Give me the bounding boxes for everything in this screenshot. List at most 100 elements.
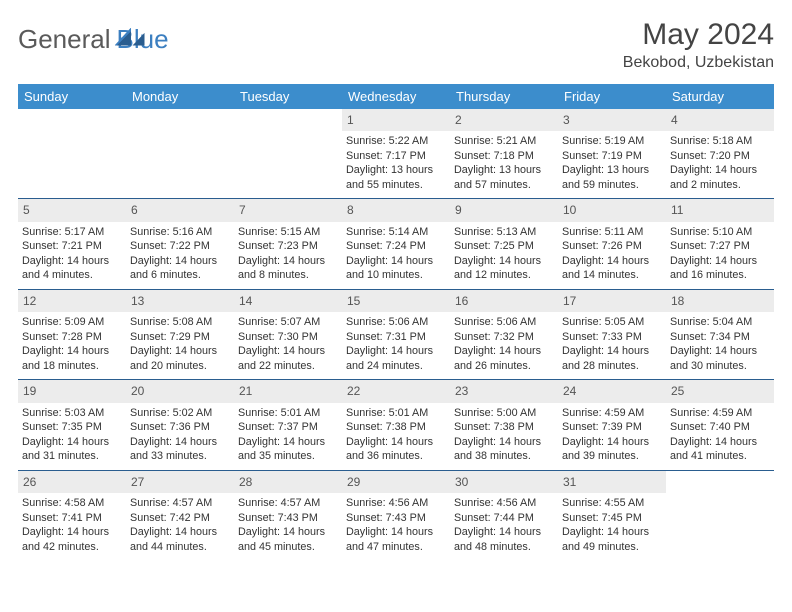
day-info: Sunrise: 4:59 AMSunset: 7:39 PMDaylight:… — [562, 406, 662, 464]
weekday-header: Friday — [558, 84, 666, 109]
day-info: Sunrise: 5:01 AMSunset: 7:38 PMDaylight:… — [346, 406, 446, 464]
weekday-header: Monday — [126, 84, 234, 109]
calendar-day-cell: 18 Sunrise: 5:04 AMSunset: 7:34 PMDayligh… — [666, 289, 774, 379]
calendar-empty-cell — [126, 109, 234, 199]
calendar-day-cell: 29 Sunrise: 4:56 AMSunset: 7:43 PMDayligh… — [342, 470, 450, 560]
day-info: Sunrise: 5:00 AMSunset: 7:38 PMDaylight:… — [454, 406, 554, 464]
day-info: Sunrise: 5:07 AMSunset: 7:30 PMDaylight:… — [238, 315, 338, 373]
day-info: Sunrise: 5:02 AMSunset: 7:36 PMDaylight:… — [130, 406, 230, 464]
calendar-week-row: 19 Sunrise: 5:03 AMSunset: 7:35 PMDayligh… — [18, 380, 774, 470]
day-number: 9 — [450, 199, 558, 221]
calendar-day-cell: 4 Sunrise: 5:18 AMSunset: 7:20 PMDaylight… — [666, 109, 774, 199]
calendar-empty-cell — [18, 109, 126, 199]
calendar-week-row: 5 Sunrise: 5:17 AMSunset: 7:21 PMDaylight… — [18, 199, 774, 289]
day-info: Sunrise: 5:08 AMSunset: 7:29 PMDaylight:… — [130, 315, 230, 373]
day-number: 1 — [342, 109, 450, 131]
day-number: 27 — [126, 471, 234, 493]
brand-logo: General Blue — [18, 24, 169, 55]
day-info: Sunrise: 5:10 AMSunset: 7:27 PMDaylight:… — [670, 225, 770, 283]
calendar-day-cell: 5 Sunrise: 5:17 AMSunset: 7:21 PMDaylight… — [18, 199, 126, 289]
calendar-week-row: 12 Sunrise: 5:09 AMSunset: 7:28 PMDayligh… — [18, 289, 774, 379]
day-info: Sunrise: 5:04 AMSunset: 7:34 PMDaylight:… — [670, 315, 770, 373]
day-info: Sunrise: 5:14 AMSunset: 7:24 PMDaylight:… — [346, 225, 446, 283]
day-number: 13 — [126, 290, 234, 312]
day-info: Sunrise: 5:06 AMSunset: 7:31 PMDaylight:… — [346, 315, 446, 373]
day-info: Sunrise: 5:09 AMSunset: 7:28 PMDaylight:… — [22, 315, 122, 373]
day-info: Sunrise: 5:18 AMSunset: 7:20 PMDaylight:… — [670, 134, 770, 192]
weekday-header: Thursday — [450, 84, 558, 109]
day-number: 24 — [558, 380, 666, 402]
day-info: Sunrise: 5:17 AMSunset: 7:21 PMDaylight:… — [22, 225, 122, 283]
calendar-day-cell: 3 Sunrise: 5:19 AMSunset: 7:19 PMDaylight… — [558, 109, 666, 199]
day-info: Sunrise: 5:13 AMSunset: 7:25 PMDaylight:… — [454, 225, 554, 283]
calendar-day-cell: 25Sunrise: 4:59 AMSunset: 7:40 PMDayligh… — [666, 380, 774, 470]
calendar-day-cell: 7Sunrise: 5:15 AMSunset: 7:23 PMDaylight… — [234, 199, 342, 289]
day-info: Sunrise: 4:56 AMSunset: 7:44 PMDaylight:… — [454, 496, 554, 554]
calendar-day-cell: 22 Sunrise: 5:01 AMSunset: 7:38 PMDayligh… — [342, 380, 450, 470]
day-number: 16 — [450, 290, 558, 312]
day-info: Sunrise: 4:55 AMSunset: 7:45 PMDaylight:… — [562, 496, 662, 554]
day-number: 11 — [666, 199, 774, 221]
title-block: May 2024 Bekobod, Uzbekistan — [623, 18, 774, 72]
day-number: 15 — [342, 290, 450, 312]
calendar-day-cell: 17Sunrise: 5:05 AMSunset: 7:33 PMDayligh… — [558, 289, 666, 379]
day-info: Sunrise: 5:05 AMSunset: 7:33 PMDaylight:… — [562, 315, 662, 373]
day-number: 5 — [18, 199, 126, 221]
calendar-empty-cell — [666, 470, 774, 560]
day-number: 22 — [342, 380, 450, 402]
day-number: 10 — [558, 199, 666, 221]
calendar-day-cell: 8Sunrise: 5:14 AMSunset: 7:24 PMDaylight… — [342, 199, 450, 289]
day-number: 26 — [18, 471, 126, 493]
calendar-day-cell: 10Sunrise: 5:11 AMSunset: 7:26 PMDayligh… — [558, 199, 666, 289]
day-info: Sunrise: 4:58 AMSunset: 7:41 PMDaylight:… — [22, 496, 122, 554]
day-info: Sunrise: 5:21 AMSunset: 7:18 PMDaylight:… — [454, 134, 554, 192]
calendar-day-cell: 31 Sunrise: 4:55 AMSunset: 7:45 PMDayligh… — [558, 470, 666, 560]
location-label: Bekobod, Uzbekistan — [623, 54, 774, 72]
day-number: 29 — [342, 471, 450, 493]
calendar-day-cell: 21 Sunrise: 5:01 AMSunset: 7:37 PMDayligh… — [234, 380, 342, 470]
calendar-day-cell: 2Sunrise: 5:21 AMSunset: 7:18 PMDaylight… — [450, 109, 558, 199]
calendar-empty-cell — [234, 109, 342, 199]
weekday-header: Sunday — [18, 84, 126, 109]
day-number: 28 — [234, 471, 342, 493]
brand-part1: General — [18, 24, 111, 55]
day-info: Sunrise: 5:03 AMSunset: 7:35 PMDaylight:… — [22, 406, 122, 464]
day-number: 14 — [234, 290, 342, 312]
calendar-day-cell: 19 Sunrise: 5:03 AMSunset: 7:35 PMDayligh… — [18, 380, 126, 470]
calendar-day-cell: 24 Sunrise: 4:59 AMSunset: 7:39 PMDayligh… — [558, 380, 666, 470]
calendar-day-cell: 20 Sunrise: 5:02 AMSunset: 7:36 PMDayligh… — [126, 380, 234, 470]
day-info: Sunrise: 4:56 AMSunset: 7:43 PMDaylight:… — [346, 496, 446, 554]
day-info: Sunrise: 5:16 AMSunset: 7:22 PMDaylight:… — [130, 225, 230, 283]
day-info: Sunrise: 4:57 AMSunset: 7:42 PMDaylight:… — [130, 496, 230, 554]
day-info: Sunrise: 5:01 AMSunset: 7:37 PMDaylight:… — [238, 406, 338, 464]
weekday-header: Tuesday — [234, 84, 342, 109]
calendar-day-cell: 6Sunrise: 5:16 AMSunset: 7:22 PMDaylight… — [126, 199, 234, 289]
day-number: 20 — [126, 380, 234, 402]
day-number: 31 — [558, 471, 666, 493]
weekday-header: Wednesday — [342, 84, 450, 109]
day-number: 21 — [234, 380, 342, 402]
day-number: 4 — [666, 109, 774, 131]
calendar-day-cell: 14 Sunrise: 5:07 AMSunset: 7:30 PMDayligh… — [234, 289, 342, 379]
calendar-day-cell: 1 Sunrise: 5:22 AMSunset: 7:17 PMDaylight… — [342, 109, 450, 199]
weekday-header: Saturday — [666, 84, 774, 109]
month-title: May 2024 — [623, 18, 774, 52]
calendar-week-row: 1 Sunrise: 5:22 AMSunset: 7:17 PMDaylight… — [18, 109, 774, 199]
calendar-day-cell: 26 Sunrise: 4:58 AMSunset: 7:41 PMDayligh… — [18, 470, 126, 560]
calendar-day-cell: 30Sunrise: 4:56 AMSunset: 7:44 PMDayligh… — [450, 470, 558, 560]
day-number: 12 — [18, 290, 126, 312]
day-number: 18 — [666, 290, 774, 312]
calendar-day-cell: 23 Sunrise: 5:00 AMSunset: 7:38 PMDayligh… — [450, 380, 558, 470]
calendar-day-cell: 9 Sunrise: 5:13 AMSunset: 7:25 PMDaylight… — [450, 199, 558, 289]
calendar-day-cell: 12 Sunrise: 5:09 AMSunset: 7:28 PMDayligh… — [18, 289, 126, 379]
day-info: Sunrise: 5:22 AMSunset: 7:17 PMDaylight:… — [346, 134, 446, 192]
day-info: Sunrise: 5:15 AMSunset: 7:23 PMDaylight:… — [238, 225, 338, 283]
calendar-day-cell: 16Sunrise: 5:06 AMSunset: 7:32 PMDayligh… — [450, 289, 558, 379]
calendar-week-row: 26 Sunrise: 4:58 AMSunset: 7:41 PMDayligh… — [18, 470, 774, 560]
day-number: 23 — [450, 380, 558, 402]
day-number: 19 — [18, 380, 126, 402]
day-info: Sunrise: 5:19 AMSunset: 7:19 PMDaylight:… — [562, 134, 662, 192]
day-number: 3 — [558, 109, 666, 131]
calendar-header-row: SundayMondayTuesdayWednesdayThursdayFrid… — [18, 84, 774, 109]
day-info: Sunrise: 4:57 AMSunset: 7:43 PMDaylight:… — [238, 496, 338, 554]
